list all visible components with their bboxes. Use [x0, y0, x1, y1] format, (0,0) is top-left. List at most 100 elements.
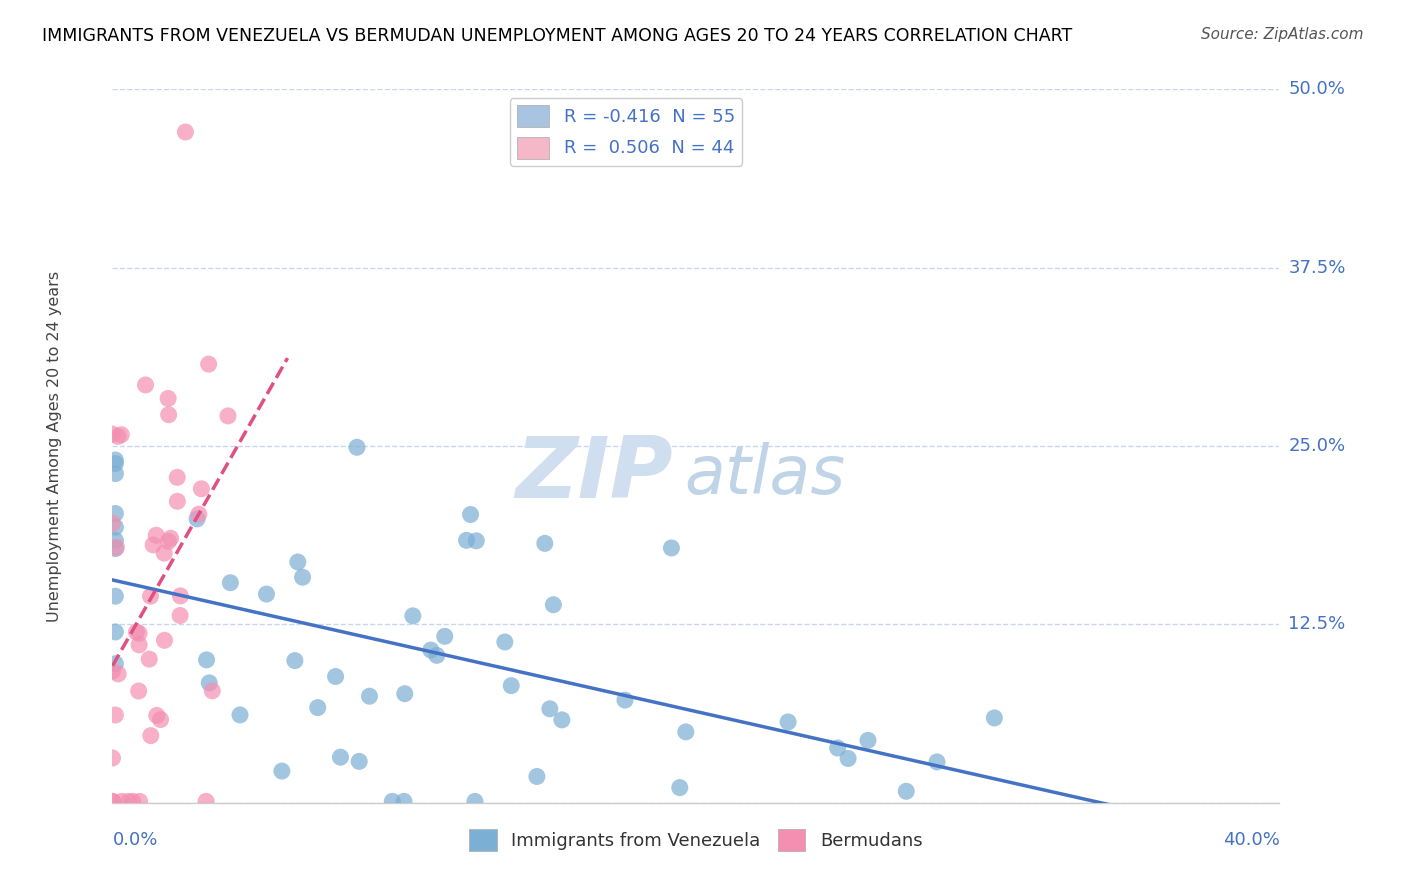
Point	[778, 714, 800, 729]
Point	[291, 570, 314, 584]
Point	[217, 409, 239, 423]
Point	[675, 724, 697, 739]
Point	[668, 780, 690, 795]
Text: atlas: atlas	[685, 442, 845, 508]
Point	[111, 794, 134, 808]
Point	[122, 794, 145, 808]
Point	[166, 494, 188, 508]
Point	[494, 635, 516, 649]
Point	[837, 751, 859, 765]
Point	[464, 794, 486, 808]
Point	[201, 683, 224, 698]
Point	[533, 536, 555, 550]
Point	[543, 598, 565, 612]
Point	[145, 528, 167, 542]
Point	[157, 408, 180, 422]
Text: 50.0%: 50.0%	[1288, 80, 1346, 98]
Point	[661, 541, 683, 555]
Point	[107, 667, 129, 681]
Point	[229, 707, 252, 722]
Point	[101, 794, 124, 808]
Text: Unemployment Among Ages 20 to 24 years: Unemployment Among Ages 20 to 24 years	[46, 270, 62, 622]
Point	[526, 769, 548, 783]
Point	[359, 689, 381, 703]
Point	[101, 794, 124, 808]
Point	[142, 538, 165, 552]
Point	[104, 457, 127, 471]
Point	[157, 534, 180, 549]
Point	[101, 664, 124, 678]
Point	[138, 652, 160, 666]
Point	[104, 708, 127, 723]
Point	[270, 764, 292, 778]
Point	[402, 608, 425, 623]
Point	[198, 676, 221, 690]
Point	[169, 608, 191, 623]
Point	[538, 702, 561, 716]
Point	[381, 794, 404, 808]
Point	[169, 589, 191, 603]
Point	[256, 587, 278, 601]
Point	[110, 427, 132, 442]
Point	[195, 653, 218, 667]
Point	[128, 626, 150, 640]
Point	[827, 741, 849, 756]
Point	[101, 427, 124, 442]
Point	[501, 679, 523, 693]
Point	[456, 533, 478, 548]
Point	[287, 555, 309, 569]
Point	[347, 755, 370, 769]
Point	[166, 470, 188, 484]
Text: 12.5%: 12.5%	[1288, 615, 1346, 633]
Point	[149, 713, 172, 727]
Text: 25.0%: 25.0%	[1288, 437, 1346, 455]
Point	[104, 589, 127, 603]
Point	[104, 467, 127, 481]
Point	[392, 794, 415, 808]
Point	[465, 533, 488, 548]
Point	[329, 750, 352, 764]
Text: IMMIGRANTS FROM VENEZUELA VS BERMUDAN UNEMPLOYMENT AMONG AGES 20 TO 24 YEARS COR: IMMIGRANTS FROM VENEZUELA VS BERMUDAN UN…	[42, 27, 1073, 45]
Point	[419, 643, 441, 657]
Point	[153, 546, 176, 560]
Point	[925, 755, 948, 769]
Point	[135, 378, 157, 392]
Point	[284, 654, 307, 668]
Point	[139, 589, 162, 603]
Point	[104, 507, 127, 521]
Point	[139, 729, 162, 743]
Point	[101, 516, 124, 530]
Point	[195, 794, 218, 808]
Point	[426, 648, 449, 663]
Point	[104, 657, 127, 671]
Text: 40.0%: 40.0%	[1223, 831, 1279, 849]
Point	[187, 507, 209, 521]
Point	[186, 512, 208, 526]
Text: ZIP: ZIP	[515, 433, 672, 516]
Point	[157, 392, 180, 406]
Point	[105, 541, 128, 555]
Point	[159, 531, 181, 545]
Text: 0.0%: 0.0%	[112, 831, 157, 849]
Point	[174, 125, 197, 139]
Point	[856, 733, 879, 747]
Point	[128, 638, 150, 652]
Point	[346, 440, 368, 454]
Point	[551, 713, 574, 727]
Point	[153, 633, 176, 648]
Point	[219, 575, 242, 590]
Point	[104, 533, 127, 548]
Point	[104, 453, 127, 467]
Point	[107, 429, 129, 443]
Legend: Immigrants from Venezuela, Bermudans: Immigrants from Venezuela, Bermudans	[463, 822, 929, 858]
Point	[104, 520, 127, 534]
Point	[197, 357, 219, 371]
Text: Source: ZipAtlas.com: Source: ZipAtlas.com	[1201, 27, 1364, 42]
Point	[460, 508, 482, 522]
Point	[307, 700, 329, 714]
Point	[394, 687, 416, 701]
Point	[104, 541, 127, 556]
Point	[125, 625, 148, 640]
Point	[128, 794, 150, 808]
Point	[145, 708, 167, 723]
